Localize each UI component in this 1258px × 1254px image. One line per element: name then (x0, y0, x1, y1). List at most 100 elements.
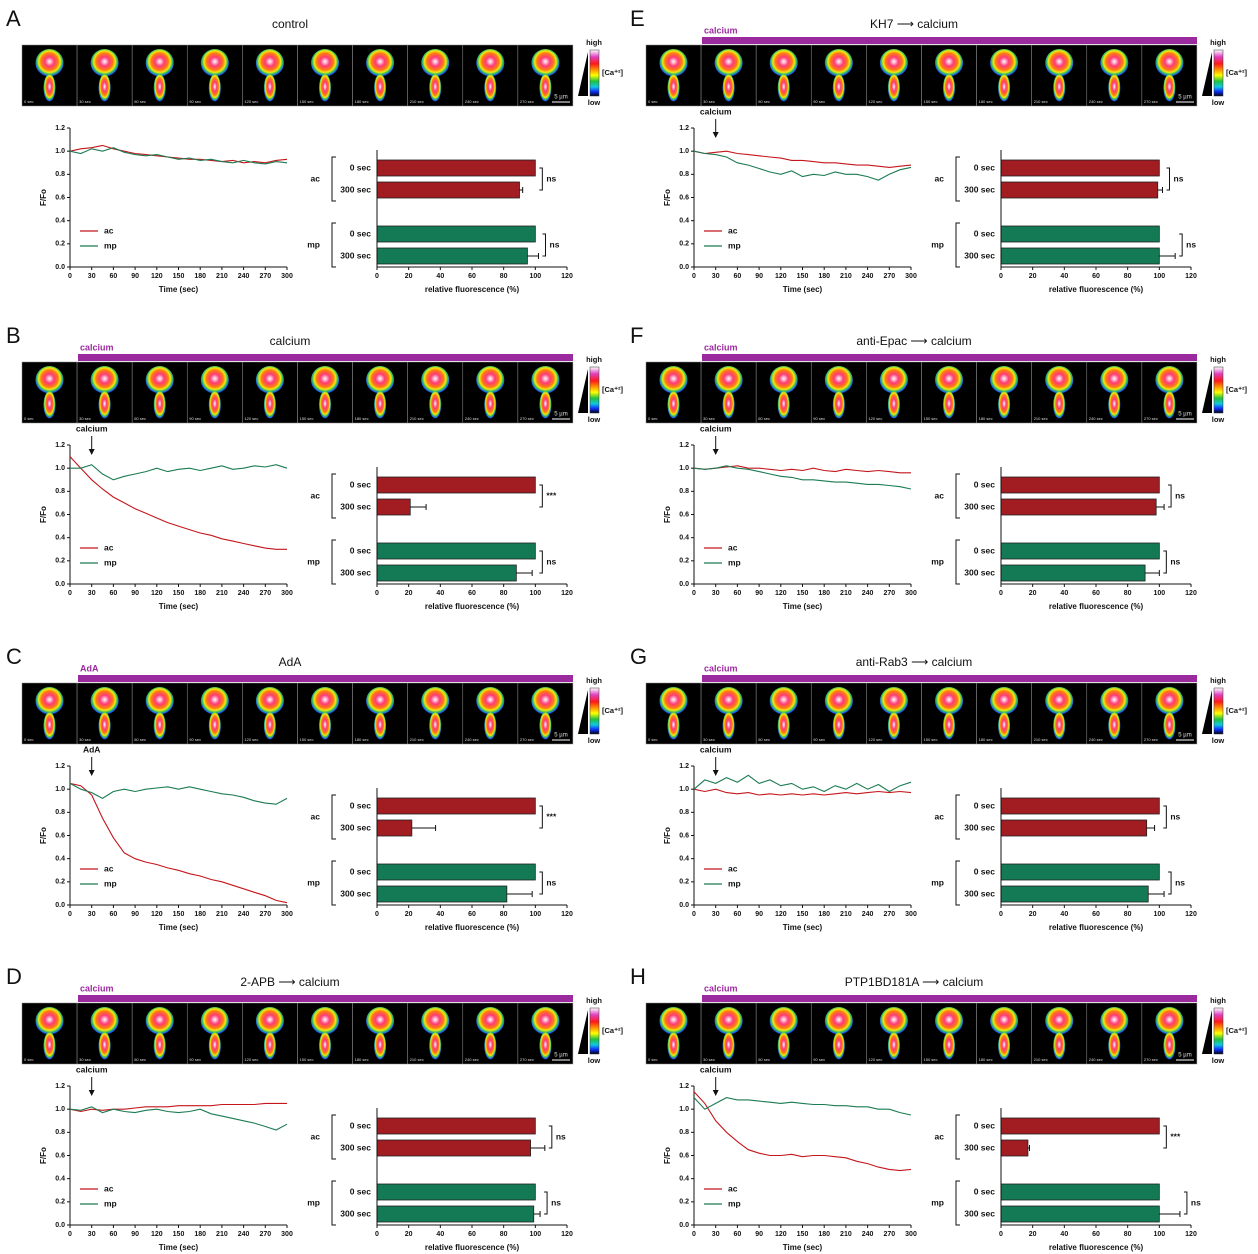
cell-tail (832, 1032, 845, 1060)
x-axis-label: relative fluorescence (%) (1049, 285, 1144, 294)
cell-tail (43, 712, 56, 740)
x-tick-label: 120 (151, 273, 163, 280)
cell-tail (943, 1032, 955, 1060)
panel-title: anti-Epac ⟶ calcium (856, 334, 971, 348)
cell-head (714, 49, 743, 77)
cell-tail (484, 1032, 497, 1060)
line-series (69, 147, 288, 165)
x-tick-label: 240 (238, 590, 250, 597)
frame-time: 150 sec (924, 99, 938, 104)
cell-tail (1163, 74, 1176, 102)
group-bracket (955, 794, 960, 840)
group-bracket (955, 1114, 960, 1160)
group-label: mp (307, 1197, 320, 1207)
significance-label: *** (546, 811, 557, 821)
frame-time: 120 sec (244, 99, 258, 104)
cell-tail (98, 74, 111, 102)
bar (376, 1205, 535, 1223)
x-tick-label: 210 (840, 911, 852, 918)
x-tick-label: 120 (775, 911, 787, 918)
frame-time: 270 sec (1144, 99, 1158, 104)
legend-label: mp (728, 557, 741, 567)
frame-time: 60 sec (758, 737, 770, 742)
y-tick-label: 0.0 (55, 264, 65, 271)
frame-time: 60 sec (134, 1057, 146, 1062)
cell-tail (667, 391, 680, 419)
legend-label: mp (728, 240, 741, 250)
cell-tail (43, 74, 56, 102)
group-label: ac (311, 173, 321, 183)
colorbar-label: [Ca⁺²] (602, 706, 624, 715)
cell-tail (1053, 74, 1066, 102)
cell-tail (722, 1032, 735, 1060)
y-tick-label: 0.4 (55, 218, 65, 225)
cell-head (879, 1007, 908, 1035)
x-tick-label: 0 (375, 590, 379, 597)
y-tick-label: 0.8 (55, 171, 65, 178)
colorbar-low: low (588, 1056, 601, 1065)
y-tick-label: 1.0 (55, 148, 65, 155)
x-tick-label: 40 (1060, 1231, 1068, 1238)
y-tick-label: 0.6 (679, 1152, 689, 1159)
line-series (69, 456, 287, 550)
legend-label: mp (104, 240, 117, 250)
category-label: 300 sec (964, 1142, 995, 1152)
colorbar-low: low (1212, 98, 1225, 107)
x-tick-label: 40 (436, 590, 444, 597)
group-label: mp (931, 1197, 944, 1207)
group-bracket (955, 539, 960, 585)
cell-tail (667, 712, 680, 740)
x-tick-label: 270 (259, 1231, 271, 1238)
cell-tail (263, 74, 276, 102)
x-tick-label: 240 (862, 273, 874, 280)
scale-label: 5 µm (554, 733, 567, 739)
significance-label: ns (546, 556, 556, 566)
cell-tail (429, 391, 442, 419)
significance-label: *** (546, 490, 557, 500)
panel-letter: C (6, 644, 22, 669)
colorbar-wedge (1202, 52, 1212, 96)
significance-bracket (539, 484, 543, 508)
x-tick-label: 0 (68, 1231, 72, 1238)
category-label: 0 sec (974, 545, 996, 555)
cell-head (879, 687, 908, 715)
bar (1000, 498, 1157, 516)
x-tick-label: 300 (281, 273, 293, 280)
cell-tail (208, 712, 221, 740)
panel-title: anti-Rab3 ⟶ calcium (856, 655, 973, 669)
bar (376, 885, 508, 903)
bar (1000, 159, 1160, 177)
x-tick-label: 150 (173, 1231, 185, 1238)
cell-tail (1163, 712, 1176, 740)
cell-head (255, 366, 284, 394)
x-tick-label: 120 (775, 1231, 787, 1238)
bar (1000, 863, 1160, 881)
group-label: ac (935, 1131, 945, 1141)
x-tick-label: 120 (561, 911, 573, 918)
x-axis-label: Time (sec) (159, 285, 199, 294)
x-tick-label: 150 (797, 590, 809, 597)
x-tick-label: 20 (1029, 273, 1037, 280)
cell-head (990, 1007, 1019, 1035)
legend-label: ac (728, 863, 738, 873)
frame-time: 90 sec (813, 737, 825, 742)
frame-time: 90 sec (813, 1057, 825, 1062)
line-series (693, 774, 912, 793)
bar (376, 564, 517, 582)
significance-label: ns (546, 877, 556, 887)
cell-head (255, 1007, 284, 1035)
cell-tail (1163, 391, 1176, 419)
group-bracket (955, 860, 960, 906)
treatment-label: calcium (704, 663, 738, 673)
bar (1000, 476, 1160, 494)
x-tick-label: 210 (840, 590, 852, 597)
x-tick-label: 20 (1029, 590, 1037, 597)
x-tick-label: 150 (173, 911, 185, 918)
frame-time: 150 sec (924, 416, 938, 421)
colorbar-label: [Ca⁺²] (1226, 385, 1248, 394)
y-tick-label: 1.0 (55, 465, 65, 472)
significance-bracket (539, 871, 543, 895)
cell-head (769, 1007, 798, 1035)
